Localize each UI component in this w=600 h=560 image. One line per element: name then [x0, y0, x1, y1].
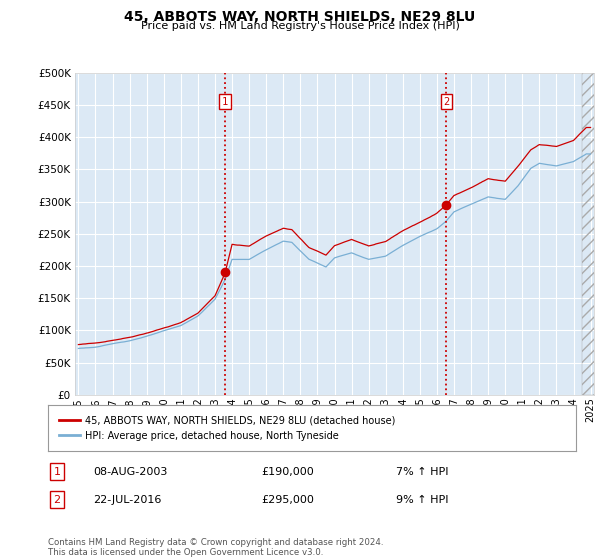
- Text: Contains HM Land Registry data © Crown copyright and database right 2024.
This d: Contains HM Land Registry data © Crown c…: [48, 538, 383, 557]
- Text: 1: 1: [53, 466, 61, 477]
- Text: £295,000: £295,000: [261, 494, 314, 505]
- Text: 2: 2: [53, 494, 61, 505]
- Text: 22-JUL-2016: 22-JUL-2016: [93, 494, 161, 505]
- Text: 1: 1: [222, 97, 228, 107]
- Text: 9% ↑ HPI: 9% ↑ HPI: [396, 494, 449, 505]
- Text: 08-AUG-2003: 08-AUG-2003: [93, 466, 167, 477]
- Text: 2: 2: [443, 97, 449, 107]
- Text: £190,000: £190,000: [261, 466, 314, 477]
- Text: Price paid vs. HM Land Registry's House Price Index (HPI): Price paid vs. HM Land Registry's House …: [140, 21, 460, 31]
- Text: 7% ↑ HPI: 7% ↑ HPI: [396, 466, 449, 477]
- Legend: 45, ABBOTS WAY, NORTH SHIELDS, NE29 8LU (detached house), HPI: Average price, de: 45, ABBOTS WAY, NORTH SHIELDS, NE29 8LU …: [53, 409, 401, 446]
- Text: 45, ABBOTS WAY, NORTH SHIELDS, NE29 8LU: 45, ABBOTS WAY, NORTH SHIELDS, NE29 8LU: [124, 10, 476, 24]
